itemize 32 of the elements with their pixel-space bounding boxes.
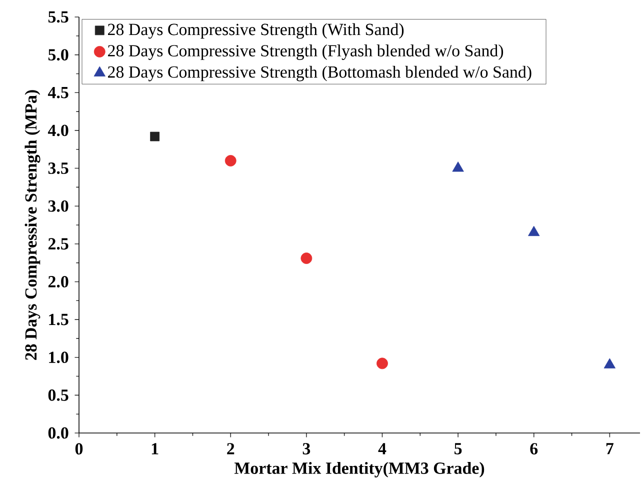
y-tick-label: 0.0 [48,427,68,439]
x-tick-label: 4 [378,443,386,454]
x-tick-label: 3 [302,443,310,454]
legend-label: 28 Days Compressive Strength (Flyash blended w/o Sand) [108,44,504,60]
y-tick-label: 4.0 [48,124,68,136]
legend-label: 28 Days Compressive Strength (Bottomash blended w/o Sand) [108,66,532,82]
x-tick-label: 1 [152,443,158,454]
y-tick-label: 4.5 [48,86,68,98]
x-tick-label: 0 [75,443,83,455]
y-tick-label: 2.5 [48,238,68,250]
legend-label: 28 Days Compressive Strength (With Sand) [108,23,404,39]
y-tick-label: 1.0 [49,352,68,364]
y-tick-label: 2.0 [48,276,68,288]
point [300,252,312,264]
point [150,132,160,142]
y-tick-label: 0.5 [48,389,68,401]
y-tick-label: 3.0 [48,200,68,212]
y-tick-label: 3.5 [48,162,68,174]
y-tick-label: 5.5 [48,11,68,23]
point [452,162,464,172]
point [224,155,236,166]
y-axis-title: 28 Days Compressive Strength (MPa) [24,90,40,360]
point [528,226,540,236]
x-tick-label: 6 [530,443,538,454]
x-axis-title: Mortar Mix Identity(MM3 Grade) [234,462,484,478]
x-tick-label: 7 [606,443,614,454]
point [376,358,388,370]
y-tick-label: 5.0 [48,49,68,61]
x-tick-label: 5 [454,443,462,454]
x-tick-label: 2 [227,443,234,454]
point [604,358,616,368]
y-tick-label: 1.5 [49,314,68,326]
